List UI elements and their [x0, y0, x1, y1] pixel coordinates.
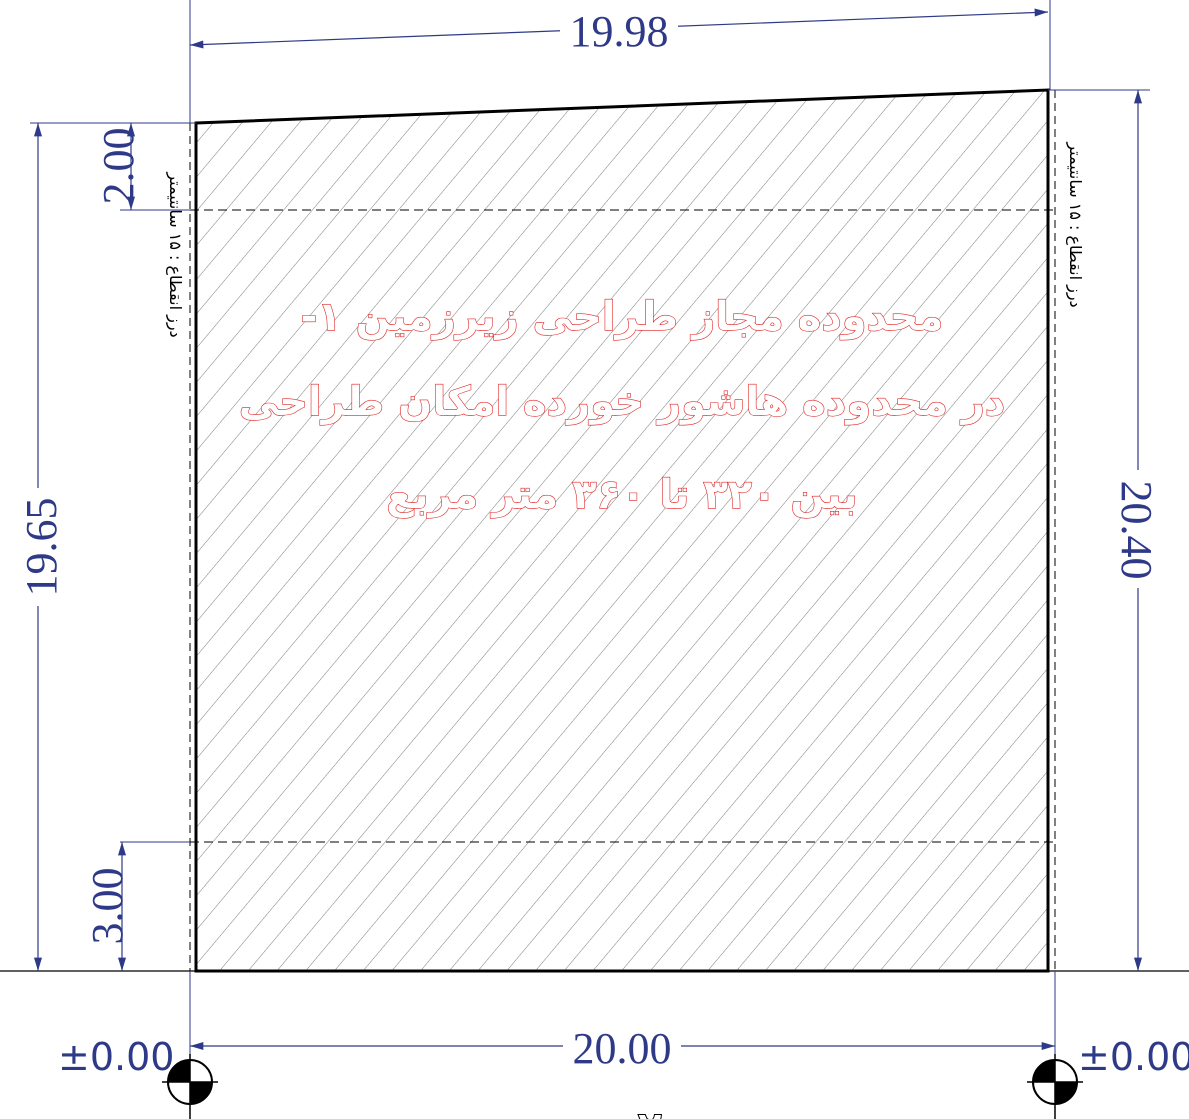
bottom-width-label: 20.00 [573, 1024, 672, 1073]
title-line-3: بین ۳۲۰ تا ۳۶۰ متر مربع [386, 472, 858, 518]
hatched-area [196, 90, 1048, 971]
top-width-label: 19.98 [570, 7, 669, 56]
level-label-left: ±0.00 [58, 1035, 174, 1079]
left-height-label: 19.65 [17, 498, 66, 597]
title-line-2: در محدوده هاشور خورده امکان طراحی [239, 379, 1006, 425]
left-joint-note: درز انقطاع : ۱۵ سانتیمتر [165, 171, 185, 337]
title-line-1: محدوده مجاز طراحی زیرزمین ۱- [301, 294, 944, 340]
level-marker-left [162, 1054, 218, 1119]
right-joint-note: درز انقطاع : ۱۵ سانتیمتر [1065, 141, 1085, 307]
top-setback-label: 2.00 [94, 128, 143, 205]
bottom-setback-label: 3.00 [83, 868, 132, 945]
bottom-title: ۲۰ متر [556, 1104, 687, 1119]
level-label-right: ±0.00 [1078, 1035, 1189, 1079]
level-marker-right [1027, 1054, 1083, 1119]
right-height-label: 20.40 [1112, 481, 1161, 580]
